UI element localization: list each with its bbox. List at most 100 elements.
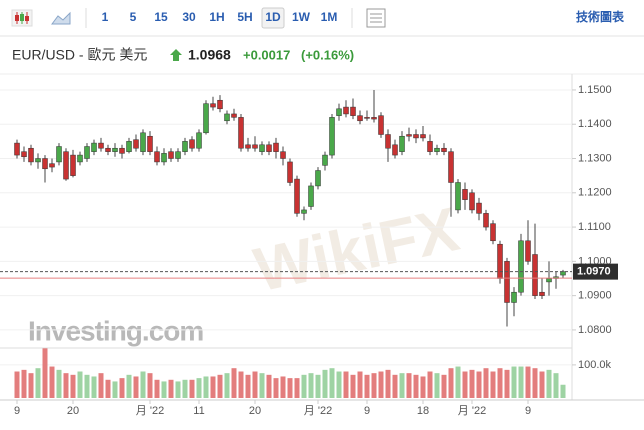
volume-bar [497, 368, 503, 398]
area-icon[interactable] [51, 11, 71, 25]
volume-bar [231, 368, 237, 398]
candle-body [231, 113, 237, 118]
candle-body [161, 153, 167, 163]
candle-body [168, 151, 174, 159]
up-arrow [170, 49, 182, 61]
tools-link[interactable]: 技術圖表 [576, 9, 625, 24]
candle-body [462, 189, 468, 200]
settings-icon[interactable] [366, 8, 386, 28]
x-tick-label: 月 '22 [304, 405, 332, 417]
y-tick-label: 1.1100 [578, 221, 611, 233]
y-tick-label: 1.1500 [578, 84, 612, 96]
volume-bar [196, 378, 202, 398]
y-tick-label: 1.0900 [578, 290, 612, 302]
candle-body [189, 139, 195, 149]
candle-body [105, 147, 111, 152]
candle-body [350, 106, 356, 116]
candle-body [385, 134, 391, 149]
volume-bar [322, 369, 328, 398]
candle-body [504, 261, 510, 303]
volume-bar [469, 369, 475, 398]
interval-button[interactable]: 1H [209, 10, 224, 24]
volume-bar [252, 371, 258, 398]
volume-bar [392, 374, 398, 398]
candle-body [112, 147, 118, 152]
candle-body [182, 141, 188, 152]
candle-body [469, 192, 475, 211]
candle-body [210, 103, 216, 108]
volume-bar [14, 371, 20, 398]
volume-bar [546, 369, 552, 398]
candle-body [434, 147, 440, 152]
volume-bar [182, 379, 188, 398]
candle-body [196, 132, 202, 149]
candle-icon[interactable] [11, 9, 33, 27]
volume-bar [63, 373, 69, 398]
candle-body [560, 271, 566, 276]
candle-body [343, 106, 349, 115]
volume-bar [378, 371, 384, 398]
interval-button[interactable]: 5H [237, 10, 252, 24]
x-tick-label: 20 [67, 405, 79, 417]
candle-body [126, 141, 132, 152]
candle-body [259, 144, 265, 152]
volume-bar [301, 374, 307, 398]
volume-bar [35, 368, 41, 398]
volume-bar [259, 373, 265, 398]
volume-bar [315, 374, 321, 398]
candle-body [273, 142, 279, 152]
watermark-logo: Investing.com [28, 315, 203, 346]
candle-body [441, 147, 447, 152]
interval-button[interactable]: 1 [102, 10, 109, 24]
candle-body [224, 113, 230, 122]
candle-body [245, 144, 251, 149]
interval-button[interactable]: 30 [182, 10, 196, 24]
candle-body [448, 151, 454, 183]
candle-body [21, 151, 27, 158]
candle-body [154, 151, 160, 163]
candle-body [294, 178, 300, 214]
candle-body [539, 291, 545, 296]
candle-body [371, 117, 377, 120]
candle-body [532, 254, 538, 296]
candle-body [406, 134, 412, 137]
volume-bar [427, 371, 433, 398]
interval-button[interactable]: 1W [292, 10, 311, 24]
volume-bar [266, 374, 272, 398]
candle-body [35, 158, 41, 163]
y-tick-label: 1.1300 [578, 152, 612, 164]
candle-body [84, 146, 90, 159]
candle-body [140, 132, 146, 152]
candle-body [518, 240, 524, 293]
volume-bar [406, 373, 412, 398]
volume-bar [287, 378, 293, 398]
candle-body [511, 291, 517, 303]
volume-bar [189, 379, 195, 398]
candle-body [203, 103, 209, 134]
candle-body [98, 142, 104, 149]
volume-bar [357, 371, 363, 398]
volume-bar [105, 379, 111, 398]
volume-bar [147, 373, 153, 398]
interval-button[interactable]: 15 [154, 10, 168, 24]
volume-bar [539, 371, 545, 398]
candle-body [476, 202, 482, 214]
interval-button[interactable]: 5 [130, 10, 137, 24]
volume-bar [161, 381, 167, 398]
candle-body [413, 134, 419, 139]
volume-bar [77, 371, 83, 398]
volume-bar [154, 379, 160, 398]
interval-button[interactable]: 1D [265, 10, 281, 24]
candle-body [322, 154, 328, 166]
interval-button[interactable]: 1M [321, 10, 338, 24]
volume-bar [168, 379, 174, 398]
candle-body [63, 151, 69, 180]
volume-bar [483, 368, 489, 398]
candle-body [14, 142, 20, 156]
volume-bar [84, 374, 90, 398]
y-tick-label: 1.1200 [578, 187, 612, 199]
candle-body [42, 158, 48, 170]
candle-body [455, 182, 461, 211]
